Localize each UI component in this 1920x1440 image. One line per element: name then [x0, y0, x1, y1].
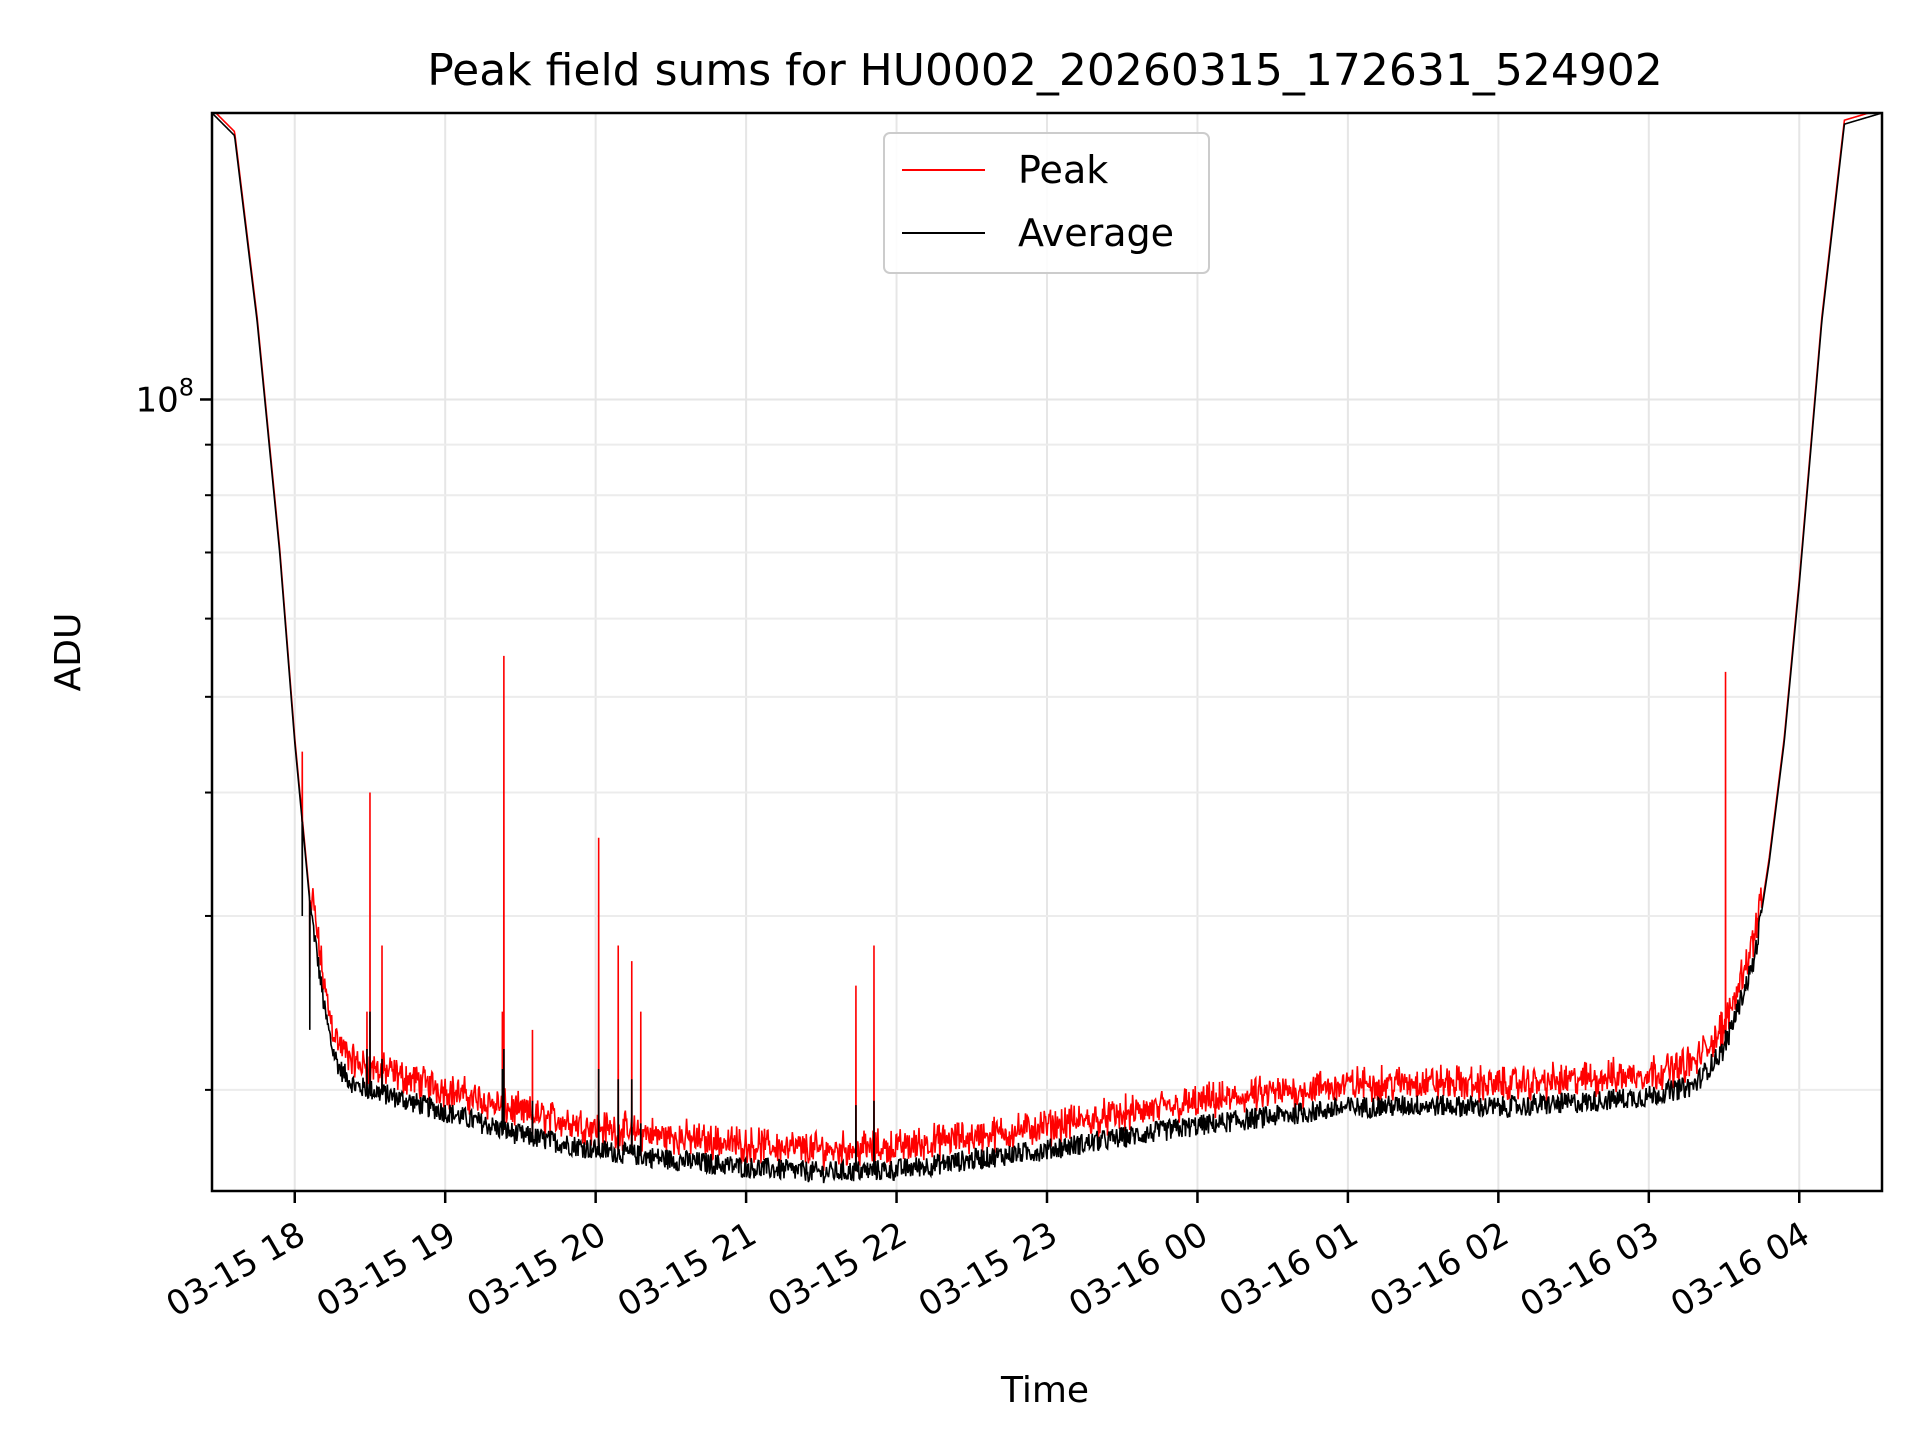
series-line-peak	[212, 113, 1882, 1172]
series-line-average	[212, 113, 1882, 1184]
legend-box	[883, 132, 1210, 274]
y-axis-label: ADU	[48, 613, 89, 692]
series-layer	[212, 113, 1882, 1184]
chart-title: Peak field sums for HU0002_20260315_1726…	[427, 45, 1663, 96]
grid-layer	[212, 113, 1882, 1191]
x-axis-label: Time	[1000, 1370, 1089, 1411]
legend-label-peak: Peak	[1018, 148, 1108, 192]
y-tick-label-major: 108	[135, 373, 194, 420]
y-tick-exp: 8	[179, 373, 194, 401]
y-tick-base: 10	[135, 380, 178, 420]
legend-label-average: Average	[1018, 211, 1174, 255]
legend: Peak Average	[883, 132, 1210, 274]
